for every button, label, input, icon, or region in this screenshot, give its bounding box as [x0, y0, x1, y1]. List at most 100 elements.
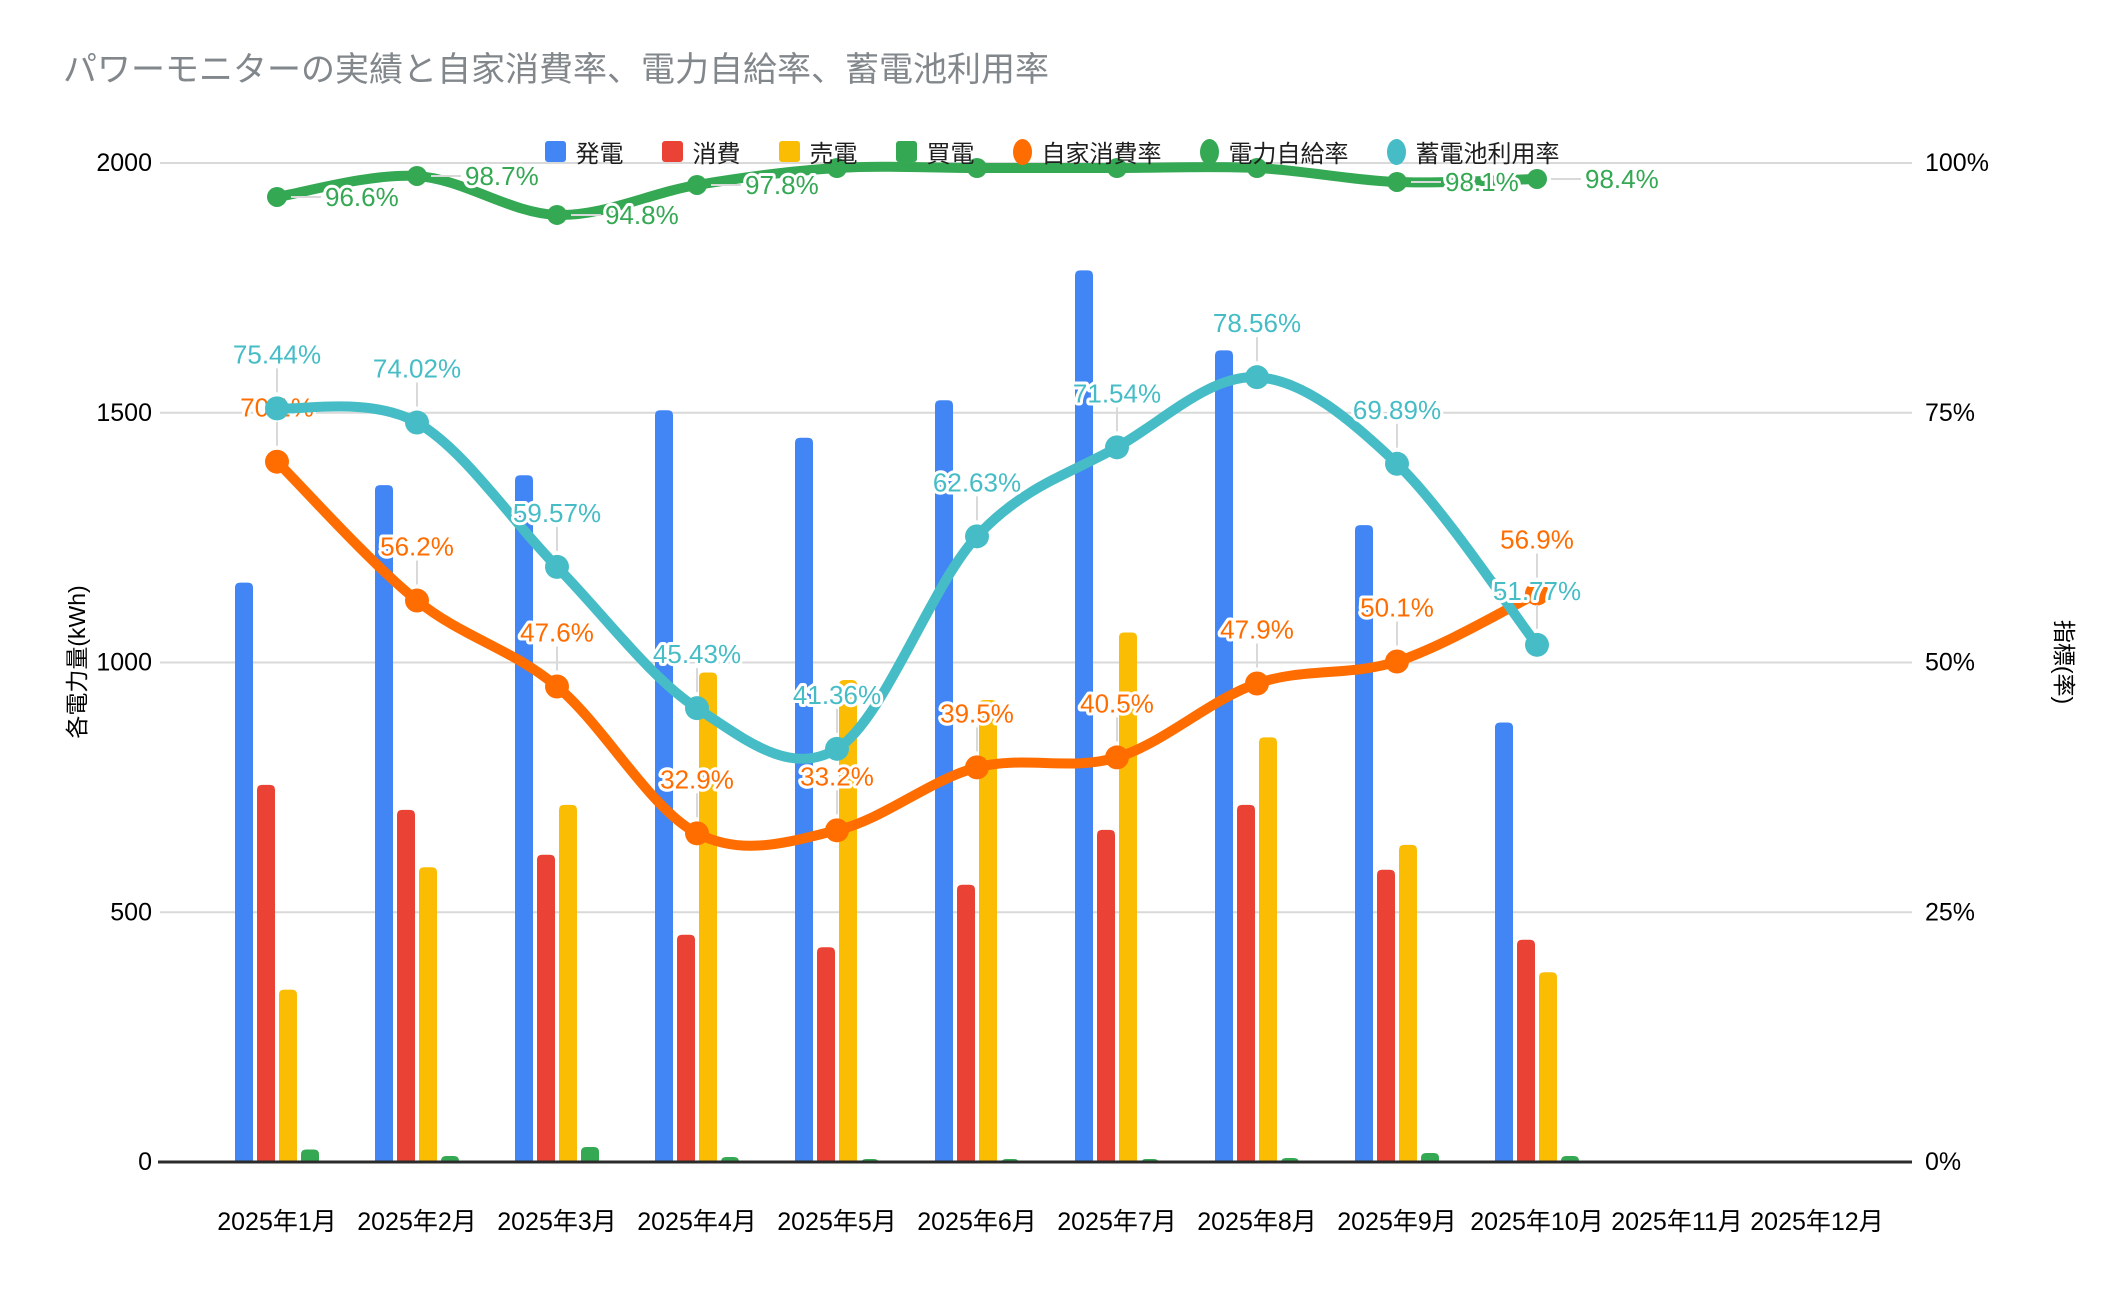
point-self-consumption-rate-m8[interactable]: [1245, 671, 1269, 696]
bar-sold-m6[interactable]: [979, 699, 997, 1162]
bar-generation-m8[interactable]: [1215, 350, 1233, 1162]
label-self-consumption-rate-m8: 47.9%: [1220, 614, 1294, 644]
bar-consumption-m1[interactable]: [257, 784, 275, 1162]
bar-consumption-m2[interactable]: [397, 809, 415, 1162]
y-tick-left: 500: [110, 898, 152, 926]
point-self-consumption-rate-m4[interactable]: [685, 821, 709, 846]
point-self-consumption-rate-m9[interactable]: [1385, 649, 1409, 674]
bar-generation-m9[interactable]: [1355, 525, 1373, 1162]
label-self-consumption-rate-m3: 47.6%: [520, 617, 594, 647]
label-self-consumption-rate-m10: 56.9%: [1500, 525, 1574, 555]
bar-consumption-m4[interactable]: [677, 934, 695, 1162]
bar-sold-m2[interactable]: [419, 867, 437, 1162]
point-self-consumption-rate-m6[interactable]: [965, 755, 989, 780]
point-self-sufficiency-rate-m7[interactable]: [1107, 157, 1127, 178]
point-battery-utilization-rate-m7[interactable]: [1105, 435, 1129, 460]
label-self-sufficiency-rate-m9: 98.1%: [1445, 167, 1519, 197]
bar-generation-m10[interactable]: [1495, 722, 1513, 1162]
legend-item-self-sufficiency-rate[interactable]: 電力自給率: [1199, 134, 1349, 169]
self-sufficiency-rate-legend-marker-icon: [1199, 138, 1219, 165]
battery-utilization-rate-legend-marker-icon: [1386, 138, 1406, 165]
bar-consumption-m6[interactable]: [957, 884, 975, 1162]
bar-sold-m1[interactable]: [279, 989, 297, 1162]
bar-generation-m3[interactable]: [515, 475, 533, 1162]
consumption-legend-marker-icon: [661, 141, 683, 162]
bar-sold-m10[interactable]: [1539, 972, 1557, 1162]
y-tick-right: 0%: [1925, 1148, 1961, 1176]
legend-item-sold[interactable]: 売電: [778, 134, 858, 169]
bar-consumption-m9[interactable]: [1377, 869, 1395, 1162]
point-self-consumption-rate-m3[interactable]: [545, 674, 569, 699]
point-battery-utilization-rate-m6[interactable]: [965, 524, 989, 549]
label-self-consumption-rate-m9: 50.1%: [1360, 593, 1434, 623]
legend-item-purchased[interactable]: 買電: [895, 134, 975, 169]
x-tick: 2025年11月: [1611, 1208, 1743, 1236]
label-self-sufficiency-rate-m1: 96.6%: [325, 182, 399, 212]
bar-generation-m1[interactable]: [235, 582, 253, 1162]
x-tick: 2025年2月: [357, 1208, 477, 1236]
point-battery-utilization-rate-m5[interactable]: [825, 736, 849, 761]
point-self-consumption-rate-m10[interactable]: [1525, 581, 1549, 606]
point-self-consumption-rate-m7[interactable]: [1105, 745, 1129, 770]
label-battery-utilization-rate-m5: 41.36%: [793, 680, 881, 710]
point-battery-utilization-rate-m1[interactable]: [265, 396, 289, 421]
bar-generation-m4[interactable]: [655, 410, 673, 1162]
line-self-consumption-rate: [272, 456, 1542, 851]
legend-item-consumption[interactable]: 消費: [661, 134, 741, 169]
x-tick: 2025年5月: [777, 1208, 897, 1236]
y-tick-left: 1500: [96, 399, 152, 427]
label-self-consumption-rate-m2: 56.2%: [380, 532, 454, 562]
point-battery-utilization-rate-m8[interactable]: [1245, 365, 1269, 390]
point-self-consumption-rate-m1[interactable]: [265, 449, 289, 474]
bar-purchased-m3[interactable]: [581, 1147, 599, 1162]
x-tick: 2025年6月: [917, 1208, 1037, 1236]
sold-legend-marker-icon: [778, 141, 800, 162]
bar-consumption-m3[interactable]: [537, 854, 555, 1162]
point-battery-utilization-rate-m2[interactable]: [405, 410, 429, 435]
bar-sold-m9[interactable]: [1399, 844, 1417, 1162]
point-self-sufficiency-rate-m9[interactable]: [1387, 171, 1407, 192]
label-battery-utilization-rate-m10: 51.77%: [1493, 576, 1581, 606]
bar-generation-m2[interactable]: [375, 485, 393, 1162]
bar-sold-m8[interactable]: [1259, 737, 1277, 1162]
point-self-sufficiency-rate-m4[interactable]: [687, 174, 707, 195]
bar-purchased-m9[interactable]: [1421, 1153, 1439, 1162]
point-self-sufficiency-rate-m1[interactable]: [267, 186, 287, 207]
legend-item-battery-utilization-rate[interactable]: 蓄電池利用率: [1386, 134, 1560, 169]
bar-purchased-m1[interactable]: [301, 1149, 319, 1162]
label-self-consumption-rate-m7: 40.5%: [1080, 688, 1154, 718]
point-battery-utilization-rate-m3[interactable]: [545, 554, 569, 579]
point-battery-utilization-rate-m9[interactable]: [1385, 451, 1409, 476]
y-tick-left: 0: [138, 1148, 152, 1176]
generation-legend-marker-icon: [544, 141, 566, 162]
point-self-sufficiency-rate-m3[interactable]: [547, 204, 567, 225]
bar-sold-m3[interactable]: [559, 804, 577, 1162]
right-axis-title: 指標(率): [2051, 619, 2077, 705]
bar-sold-m4[interactable]: [699, 672, 717, 1162]
chart-title: パワーモニターの実績と自家消費率、電力自給率、蓄電池利用率: [63, 51, 1049, 89]
point-self-consumption-rate-m5[interactable]: [825, 818, 849, 843]
legend-item-self-consumption-rate[interactable]: 自家消費率: [1012, 134, 1162, 169]
legend-item-generation[interactable]: 発電: [544, 134, 624, 169]
bar-sold-m5[interactable]: [839, 679, 857, 1162]
point-self-sufficiency-rate-m5[interactable]: [827, 157, 847, 178]
bar-generation-m7[interactable]: [1075, 270, 1093, 1163]
point-battery-utilization-rate-m4[interactable]: [685, 696, 709, 721]
line-battery-utilization-rate: [272, 372, 1542, 764]
bar-consumption-m10[interactable]: [1517, 939, 1535, 1162]
bar-consumption-m5[interactable]: [817, 947, 835, 1162]
bar-consumption-m7[interactable]: [1097, 829, 1115, 1162]
bar-generation-m5[interactable]: [795, 437, 813, 1163]
point-battery-utilization-rate-m10[interactable]: [1525, 632, 1549, 657]
purchased-legend-marker-icon: [895, 141, 917, 162]
label-battery-utilization-rate-m9: 69.89%: [1353, 395, 1441, 425]
point-self-sufficiency-rate-m6[interactable]: [967, 157, 987, 178]
self-consumption-rate-legend-marker-icon: [1012, 138, 1032, 165]
label-self-consumption-rate-m6: 39.5%: [940, 698, 1014, 728]
point-self-sufficiency-rate-m2[interactable]: [407, 165, 427, 186]
point-self-consumption-rate-m2[interactable]: [405, 588, 429, 613]
bar-consumption-m8[interactable]: [1237, 804, 1255, 1162]
point-self-sufficiency-rate-m8[interactable]: [1247, 157, 1267, 178]
point-self-sufficiency-rate-m10[interactable]: [1527, 168, 1547, 189]
